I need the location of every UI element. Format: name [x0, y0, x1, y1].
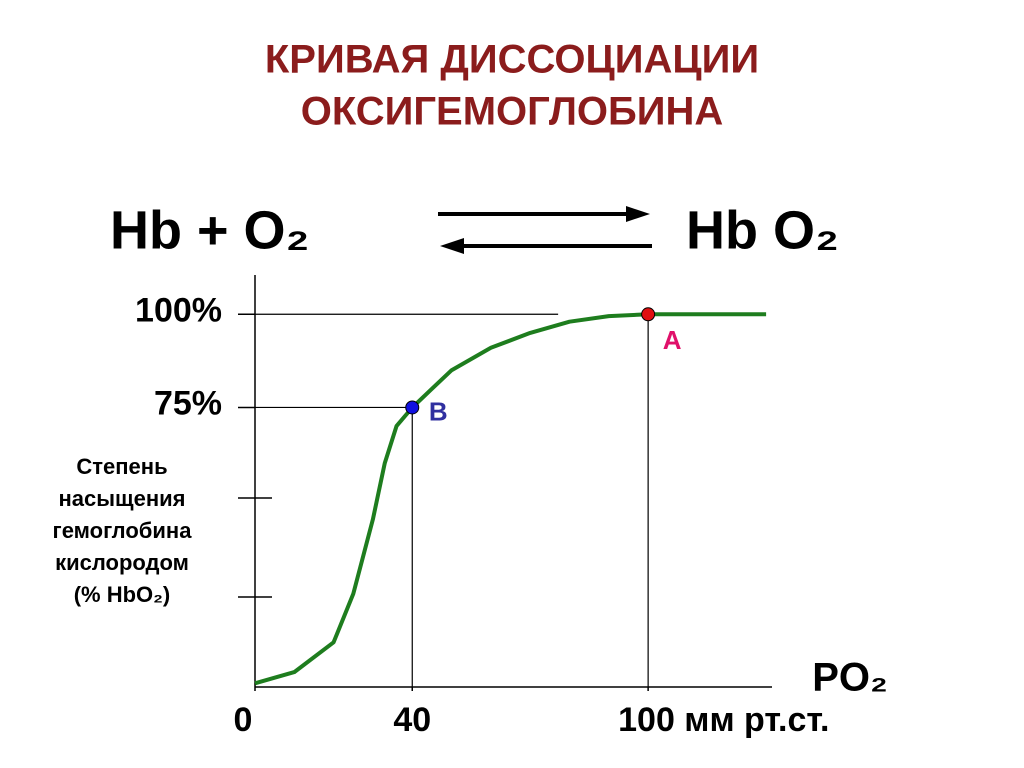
y-axis-title: насыщения: [59, 486, 186, 511]
y-axis-title: (% HbO₂): [74, 582, 171, 607]
point-label: B: [429, 396, 448, 426]
x-tick-label: 100 мм рт.ст.: [618, 701, 829, 739]
axes: [238, 275, 772, 688]
equation-right: Hb O₂: [686, 200, 839, 260]
point-label: A: [663, 325, 682, 355]
y-axis-title: кислородом: [55, 550, 189, 575]
chart-title: ОКСИГЕМОГЛОБИНА: [301, 90, 724, 134]
equation-left: Hb + O₂: [110, 200, 310, 260]
curve: [254, 312, 767, 686]
y-tick-label: 75%: [154, 384, 222, 422]
y-tick-label: 100%: [135, 291, 222, 329]
point: [405, 400, 420, 415]
equilibrium-arrows: [438, 206, 652, 254]
chart-title: КРИВАЯ ДИССОЦИАЦИИ: [265, 38, 759, 82]
x-tick-label: 0: [234, 701, 253, 739]
point: [641, 307, 656, 322]
x-axis-title: PO₂: [812, 656, 888, 700]
y-axis-title: Степень: [76, 454, 167, 479]
y-axis-title: гемоглобина: [53, 518, 193, 543]
x-tick-label: 40: [393, 701, 431, 739]
